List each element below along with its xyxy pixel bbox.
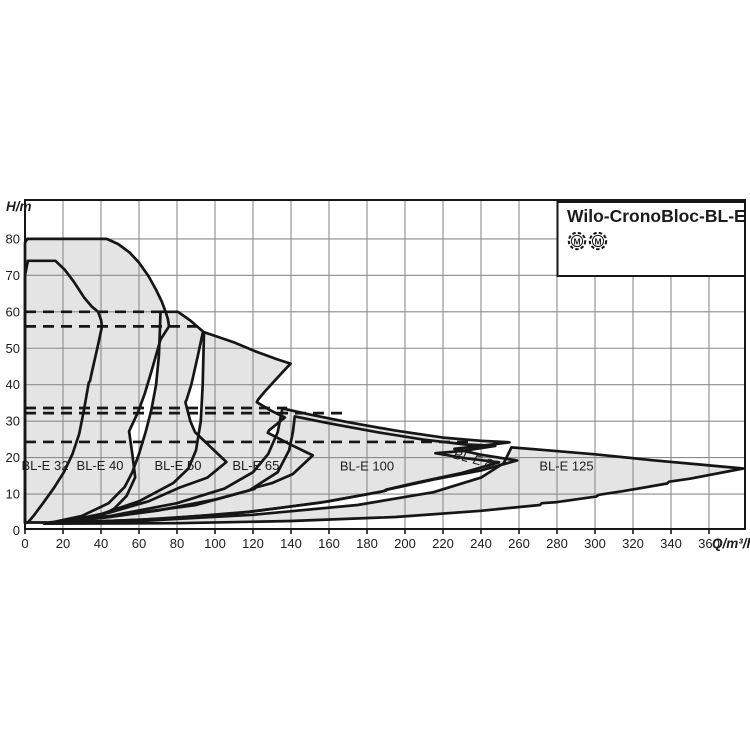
x-tick-label: 340 [660,536,682,551]
svg-text:M: M [594,236,601,246]
pump-region-label: BL-E 125 [539,459,593,474]
x-tick-label: 0 [21,536,28,551]
pump-envelope-outline [52,407,519,524]
motor-icon: M [588,231,608,251]
pump-envelope-outline [42,446,745,525]
x-tick-label: 60 [132,536,146,551]
x-tick-label: 280 [546,536,568,551]
x-tick-label: 20 [56,536,70,551]
x-tick-label: 100 [204,536,226,551]
y-tick-label: 70 [6,268,20,283]
y-tick-label: 20 [6,450,20,465]
x-tick-label: 140 [280,536,302,551]
pump-envelope-outline [57,330,315,524]
pump-region-label: BL-E 100 [340,459,394,474]
x-tick-label: 220 [432,536,454,551]
y-tick-label: 60 [6,304,20,319]
pump-envelope-fill [44,447,744,524]
pump-envelope-fill [25,238,169,523]
motor-icon: M [567,231,587,251]
title-box-frame [556,201,746,277]
y-tick-label: 30 [6,414,20,429]
pump-region-label: BL-E 65 [232,458,279,473]
pump-region-label: BL-E 50 [154,458,201,473]
y-tick-label: 50 [6,341,20,356]
x-tick-label: 300 [584,536,606,551]
pump-region-label: BL-E 32 [21,458,68,473]
y-tick-label: 10 [6,487,20,502]
x-tick-label: 240 [470,536,492,551]
x-tick-label: 40 [94,536,108,551]
pump-region-label: BL-E 40 [77,458,124,473]
x-tick-label: 120 [242,536,264,551]
svg-text:M: M [573,236,580,246]
x-axis-label: Q/m³/h [712,536,750,551]
x-tick-label: 360 [698,536,720,551]
envelope-outlines [23,237,745,525]
y-tick-label: 80 [6,231,20,246]
x-tick-label: 160 [318,536,340,551]
x-tick-label: 260 [508,536,530,551]
y-axis-label: H/m [6,199,32,214]
limit-dashed-lines [25,310,470,444]
pump-envelope-fill [51,311,227,523]
x-axis-ticks: 0 20 40 60 80 100 120 140 160 180 200 220 240 260 280 3… [21,529,720,551]
pump-envelope-outline [23,259,104,525]
plot-border [24,199,746,530]
title-box: Wilo-CronoBloc-BL-E M M [556,201,746,277]
y-axis-ticks: 0 10 20 30 40 50 60 70 80 [6,231,20,538]
x-tick-label: 200 [394,536,416,551]
x-tick-label: 80 [170,536,184,551]
x-tick-label: 320 [622,536,644,551]
x-tick-label: 180 [356,536,378,551]
y-tick-label: 40 [6,377,20,392]
y-tick-label: 0 [13,523,20,538]
chart-title: Wilo-CronoBloc-BL-E [567,206,746,226]
